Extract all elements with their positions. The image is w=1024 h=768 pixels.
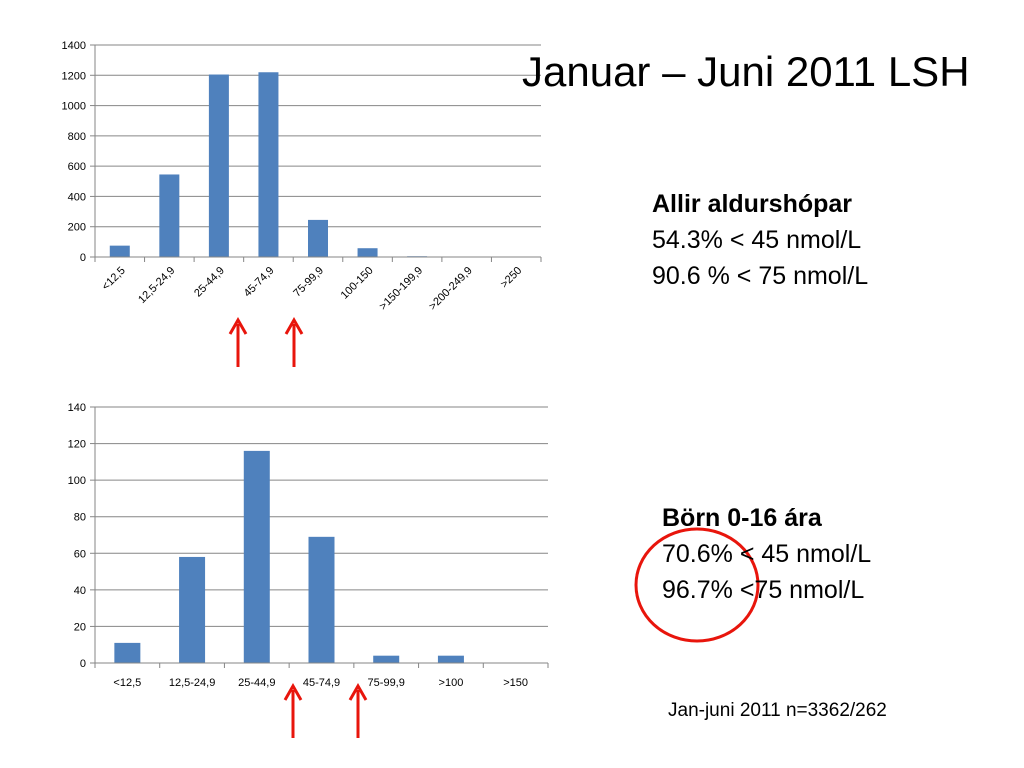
y-tick-label: 100 [68, 475, 86, 487]
bar [437, 655, 464, 663]
x-tick-label: 25-44,9 [192, 265, 227, 300]
stats-line: 54.3% < 45 nmol/L [652, 226, 862, 254]
x-tick-label: >250 [498, 265, 524, 291]
stats-line: 90.6 % < 75 nmol/L [652, 262, 869, 290]
y-tick-label: 40 [74, 585, 86, 597]
x-tick-label: 12,5-24,9 [136, 265, 177, 306]
arrow-up-icon [284, 316, 304, 367]
x-tick-label: 75-99,9 [291, 265, 326, 300]
y-tick-label: 140 [68, 402, 86, 414]
chart-all-ages: 0 200 400 600 800 1000 1200 1400 <12,5 12,5-24,9 2… [62, 40, 542, 313]
bar [159, 174, 180, 257]
y-tick-label: 200 [68, 222, 86, 234]
bar [208, 74, 229, 258]
x-tick-label: 45-74,9 [303, 677, 340, 689]
bar [179, 556, 206, 663]
bar [109, 245, 130, 257]
y-tick-label: 800 [68, 131, 86, 143]
x-tick-label: <12,5 [100, 265, 128, 293]
y-tick-label: 60 [74, 548, 86, 560]
y-tick-label: 1000 [62, 101, 86, 113]
x-tick-label: 45-74,9 [242, 265, 277, 300]
sample-size-footnote: Jan-juni 2011 n=3362/262 [668, 700, 887, 721]
y-tick-label: 0 [80, 658, 86, 670]
bar [243, 450, 270, 663]
stats-line: 70.6% < 45 nmol/L [662, 540, 872, 568]
y-tick-label: 20 [74, 621, 86, 633]
y-tick-label: 400 [68, 191, 86, 203]
x-tick-label: >100 [439, 677, 464, 689]
annotation-arrows [228, 316, 368, 738]
arrow-up-icon [283, 682, 303, 738]
y-tick-label: 600 [68, 161, 86, 173]
x-tick-label: <12,5 [113, 677, 141, 689]
arrow-up-icon [228, 316, 248, 367]
bar [308, 219, 328, 257]
y-tick-label: 1200 [62, 70, 86, 82]
y-tick-label: 80 [74, 512, 86, 524]
x-tick-label: >150-199,9 [377, 265, 425, 313]
stats-line: 96.7% <75 nmol/L [662, 576, 865, 604]
x-tick-label: 25-44,9 [238, 677, 275, 689]
stats-children: Börn 0-16 ára 70.6% < 45 nmol/L 96.7% <7… [662, 500, 871, 608]
stats-all-ages: Allir aldurshópar 54.3% < 45 nmol/L 90.6… [652, 186, 868, 294]
y-tick-label: 1400 [62, 40, 86, 52]
slide-title: Januar – Juni 2011 LSH [522, 48, 970, 95]
highlight-circle [634, 527, 760, 643]
arrow-up-icon [348, 682, 368, 738]
x-tick-label: >150 [503, 677, 528, 689]
bar [114, 642, 141, 663]
x-tick-label: 75-99,9 [368, 677, 405, 689]
chart-children: 0 20 40 60 80 100 120 140 <12,5 12,5-24,9 25-44,9 4… [68, 402, 549, 689]
stats-heading: Allir aldurshópar [652, 190, 853, 218]
y-tick-label: 120 [68, 439, 86, 451]
y-tick-label: 0 [80, 252, 86, 264]
x-tick-label: >200-249,9 [427, 265, 475, 313]
bar [373, 655, 400, 663]
x-tick-label: 100-150 [339, 265, 376, 302]
bar [308, 536, 335, 663]
bar [357, 248, 378, 257]
bar [258, 72, 279, 257]
stats-heading: Börn 0-16 ára [662, 504, 822, 532]
x-tick-label: 12,5-24,9 [169, 677, 215, 689]
